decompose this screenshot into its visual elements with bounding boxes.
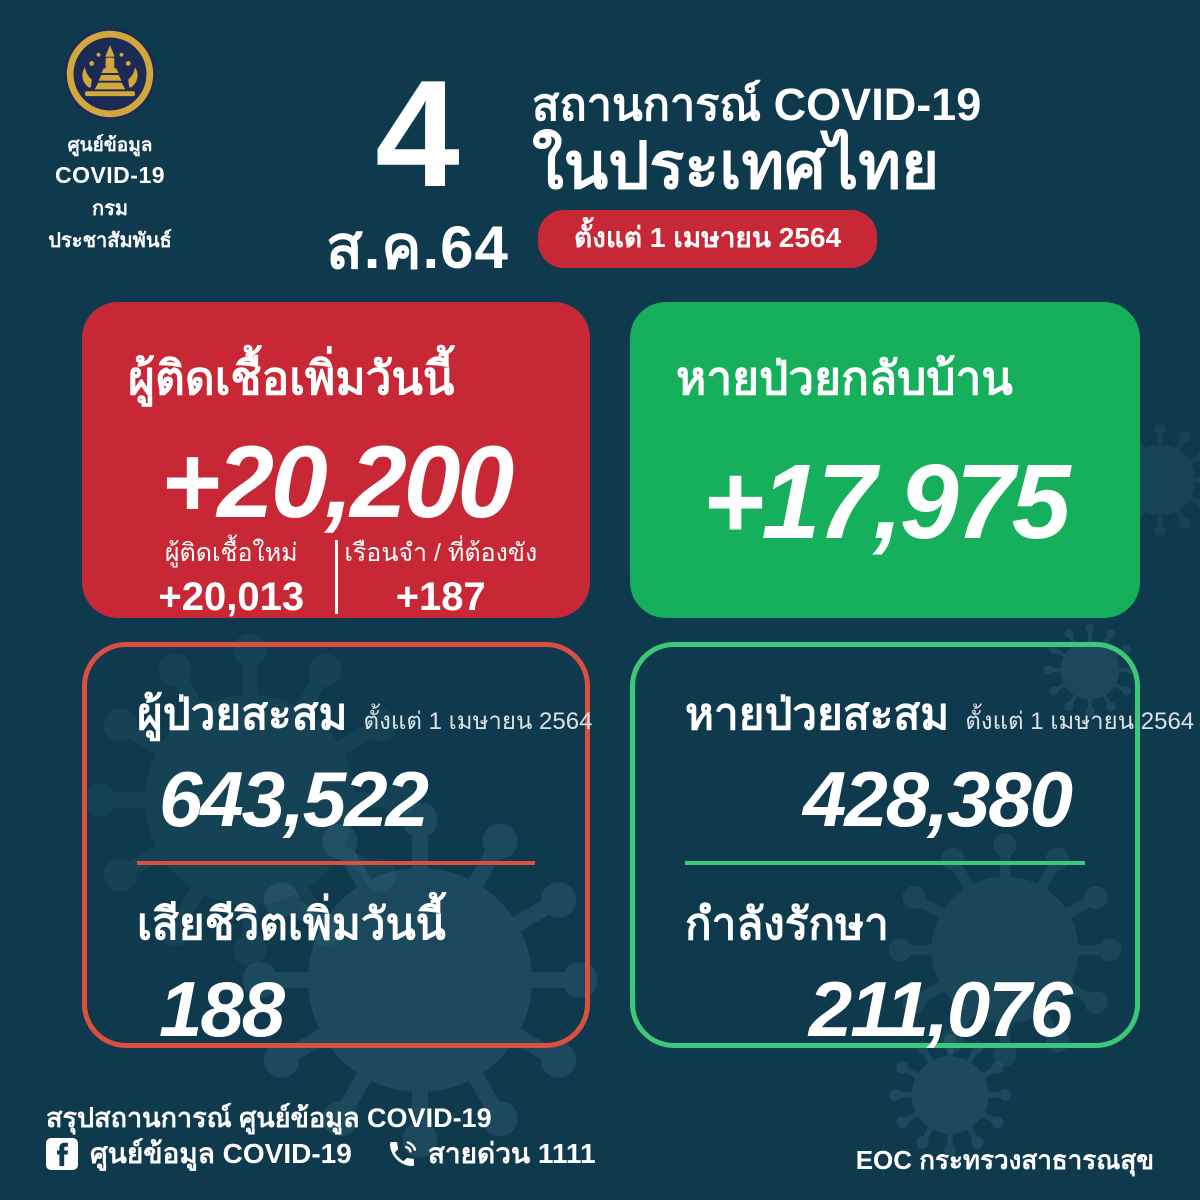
recovered-title: หายป่วยกลับบ้าน bbox=[676, 352, 1013, 404]
vertical-divider bbox=[334, 539, 338, 614]
new-cases-title: ผู้ติดเชื้อเพิ่มวันนี้ bbox=[128, 352, 455, 404]
facebook-label: ศูนย์ข้อมูล COVID-19 bbox=[90, 1138, 352, 1169]
dpr-emblem-logo-icon bbox=[63, 27, 157, 121]
logo-line1: ศูนย์ข้อมูล bbox=[67, 135, 153, 156]
date-day: 4 bbox=[375, 49, 460, 219]
cumulative-cases-label: ผู้ป่วยสะสม bbox=[137, 690, 348, 739]
cumulative-recovered-label: หายป่วยสะสม bbox=[685, 690, 950, 739]
page-title-line2: ในประเทศไทย bbox=[532, 128, 940, 202]
cumulative-recovered-header: หายป่วยสะสม ตั้งแต่ 1 เมษายน 2564 bbox=[685, 679, 1194, 749]
deaths-today-value: 188 bbox=[159, 964, 285, 1053]
cumulative-cases-subtitle: ตั้งแต่ 1 เมษายน 2564 bbox=[363, 708, 593, 735]
in-treatment-value: 211,076 bbox=[808, 964, 1073, 1053]
card-recovered-today: หายป่วยกลับบ้าน +17,975 bbox=[630, 302, 1140, 618]
new-cases-prison-label: เรือนจำ / ที่ต้องขัง bbox=[344, 539, 538, 567]
facebook-icon bbox=[46, 1138, 78, 1170]
footer-summary: สรุปสถานการณ์ ศูนย์ข้อมูล COVID-19 bbox=[46, 1103, 492, 1133]
new-cases-general: ผู้ติดเชื้อใหม่ +20,013 bbox=[128, 533, 335, 620]
date-month-year: ส.ค.64 bbox=[326, 214, 509, 282]
footer-credit: EOC กระทรวงสาธารณสุข bbox=[855, 1145, 1154, 1175]
cumulative-recovered-value: 428,380 bbox=[803, 755, 1073, 843]
logo-line3: กรมประชาสัมพันธ์ bbox=[48, 198, 172, 252]
recovered-value: +17,975 bbox=[702, 443, 1070, 561]
deaths-today-label: เสียชีวิตเพิ่มวันนี้ bbox=[137, 899, 446, 949]
card-new-cases-today: ผู้ติดเชื้อเพิ่มวันนี้ +20,200 ผู้ติดเชื… bbox=[82, 302, 590, 620]
panel-cumulative-recovered: หายป่วยสะสม ตั้งแต่ 1 เมษายน 2564 428,38… bbox=[630, 642, 1194, 1053]
logo-block: ศูนย์ข้อมูล COVID-19 กรมประชาสัมพันธ์ bbox=[42, 26, 178, 256]
new-cases-prison-value: +187 bbox=[395, 575, 486, 619]
new-cases-value: +20,200 bbox=[160, 425, 515, 539]
page-title-line1: สถานการณ์ COVID-19 bbox=[532, 79, 982, 130]
logo-line2: COVID-19 bbox=[54, 162, 166, 188]
hotline-label: สายด่วน 1111 bbox=[427, 1138, 596, 1169]
cumulative-cases-value: 643,522 bbox=[159, 755, 429, 843]
in-treatment-label: กำลังรักษา bbox=[685, 899, 889, 949]
horizontal-divider-red bbox=[137, 860, 535, 865]
date-block: 4 ส.ค.64 bbox=[305, 49, 530, 295]
cumulative-cases-header: ผู้ป่วยสะสม ตั้งแต่ 1 เมษายน 2564 bbox=[137, 679, 592, 749]
new-cases-general-value: +20,013 bbox=[158, 575, 305, 619]
footer-contacts: ศูนย์ข้อมูล COVID-19 สายด่วน 1111 bbox=[46, 1132, 596, 1176]
horizontal-divider-green bbox=[685, 860, 1085, 865]
period-badge: ตั้งแต่ 1 เมษายน 2564 bbox=[538, 209, 878, 268]
title-block: สถานการณ์ COVID-19 ในประเทศไทย ตั้งแต่ 1… bbox=[532, 80, 981, 268]
cumulative-recovered-subtitle: ตั้งแต่ 1 เมษายน 2564 bbox=[965, 708, 1195, 735]
new-cases-breakdown: ผู้ติดเชื้อใหม่ +20,013 เรือนจำ / ที่ต้อ… bbox=[128, 533, 544, 620]
phone-icon bbox=[389, 1141, 416, 1166]
new-cases-prison: เรือนจำ / ที่ต้องขัง +187 bbox=[338, 533, 545, 620]
new-cases-general-label: ผู้ติดเชื้อใหม่ bbox=[164, 539, 298, 567]
panel-cumulative-cases: ผู้ป่วยสะสม ตั้งแต่ 1 เมษายน 2564 643,52… bbox=[82, 642, 592, 1053]
